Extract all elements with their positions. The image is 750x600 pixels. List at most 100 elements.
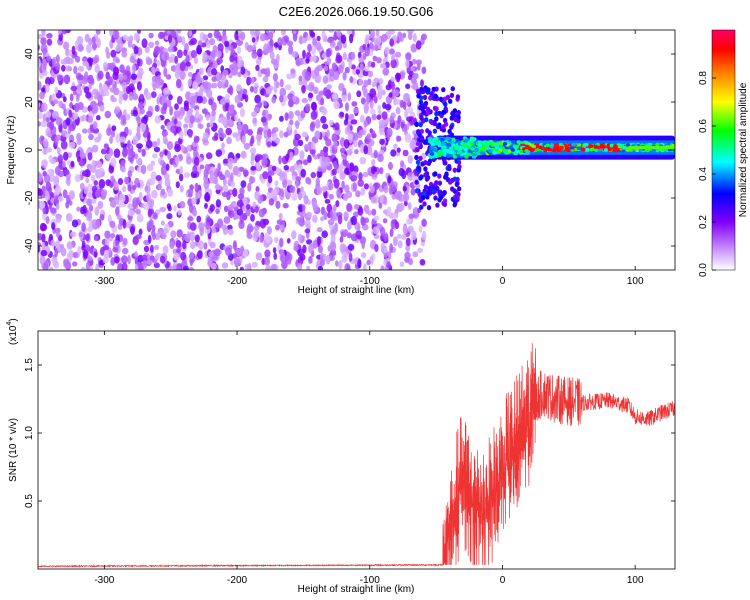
spectrogram-cell — [101, 189, 108, 197]
spectrogram-cell — [227, 208, 235, 219]
spectrogram-cell — [345, 102, 349, 112]
spectrogram-cell — [137, 67, 144, 77]
spectrogram-cell — [190, 37, 197, 45]
spectrogram-cell — [341, 94, 347, 103]
spectrogram-cell — [303, 195, 309, 205]
spectrogram-cell — [465, 142, 471, 146]
spectrogram-cell — [299, 253, 306, 261]
spectrogram-cell — [236, 200, 244, 208]
spectrogram-cell — [209, 204, 215, 212]
spectrogram-cell — [379, 138, 385, 145]
spectrogram-cell — [97, 70, 104, 80]
spectrogram-cell — [62, 160, 66, 168]
spectrogram-cell — [202, 75, 209, 81]
spectrogram-cell — [279, 171, 286, 178]
spectrogram-cell — [407, 106, 413, 115]
spectrogram-cell — [295, 120, 300, 130]
spectrogram-cell — [87, 76, 95, 85]
spectrogram-cell — [267, 115, 272, 121]
spectrogram-cell — [89, 246, 93, 254]
spectrogram-cell — [112, 247, 119, 253]
spectrogram-cell — [137, 262, 144, 270]
spectrogram-cell — [380, 242, 386, 250]
spectrogram-cell — [350, 119, 358, 125]
spectrogram-cell — [377, 153, 384, 163]
spectrogram-xtick-label: -100 — [360, 276, 380, 287]
spectrogram-cell — [329, 210, 334, 220]
spectrogram-cell — [223, 205, 229, 212]
spectrogram-cell — [322, 123, 329, 130]
spectrogram-cell — [38, 121, 42, 127]
spectrogram-cell — [202, 132, 209, 141]
spectrogram-cell — [268, 85, 274, 91]
spectrogram-cell — [329, 255, 335, 261]
spectrogram-cell — [105, 237, 110, 247]
spectrogram-cell — [159, 206, 166, 213]
spectrogram-cell — [283, 131, 289, 138]
spectrogram-cell — [357, 51, 362, 59]
spectrogram-cell — [100, 148, 107, 155]
spectrogram-cell — [437, 180, 443, 186]
spectrogram-cell — [339, 235, 344, 243]
spectrogram-cell — [178, 130, 184, 140]
spectrogram-cell — [42, 211, 47, 221]
spectrogram-cell — [38, 111, 43, 120]
spectrogram-cell — [61, 103, 66, 110]
spectrogram-cell — [190, 222, 197, 231]
spectrogram-cell — [349, 163, 355, 172]
spectrogram-cell — [301, 37, 307, 44]
spectrogram-cell — [251, 261, 258, 268]
spectrogram-cell — [457, 164, 462, 170]
spectrogram-cell — [236, 123, 244, 131]
spectrogram-cell — [360, 252, 367, 259]
spectrogram-cell — [384, 46, 390, 55]
spectrogram-cell — [418, 122, 423, 128]
spectrogram-cell — [545, 143, 550, 148]
spectrogram-cell — [381, 111, 388, 120]
spectrogram-cell — [167, 46, 174, 53]
spectrogram-cell — [346, 202, 353, 212]
spectrogram-cell — [55, 214, 62, 223]
spectrogram-cell — [258, 101, 263, 109]
spectrogram-cell — [432, 105, 438, 111]
spectrogram-cell — [262, 109, 266, 117]
spectrogram-cell — [40, 249, 48, 257]
spectrogram-cell — [56, 74, 63, 82]
spectrogram-cell — [68, 141, 76, 149]
spectrogram-cell — [230, 172, 234, 182]
spectrogram-cell — [206, 122, 211, 128]
spectrogram-cell — [378, 203, 383, 209]
spectrogram-cell — [383, 233, 389, 242]
spectrogram-cell — [229, 85, 234, 96]
spectrogram-cell — [392, 213, 399, 219]
spectrogram-cell — [384, 103, 392, 111]
spectrogram-cell — [647, 142, 652, 147]
spectrogram-cell — [179, 185, 184, 193]
spectrogram-cell — [391, 54, 395, 61]
spectrogram-cell — [352, 67, 357, 76]
spectrogram-cell — [127, 170, 133, 178]
spectrogram-cell — [94, 94, 99, 100]
spectrogram-cell — [220, 65, 225, 73]
spectrogram-cell — [308, 243, 314, 254]
spectrogram-cell — [262, 171, 269, 180]
spectrogram-cell — [370, 165, 376, 175]
spectrogram-cell — [386, 127, 393, 138]
snr-scale-base: (x10 — [8, 325, 19, 345]
spectrogram-cell — [273, 252, 278, 260]
spectrogram-cell — [187, 78, 192, 87]
spectrogram-cell — [310, 101, 317, 110]
spectrogram-cell — [388, 30, 395, 35]
spectrogram-cell — [151, 141, 158, 148]
spectrogram-cell — [169, 105, 174, 116]
spectrogram-cell — [323, 210, 328, 221]
spectrogram-cell — [389, 228, 394, 238]
spectrogram-cell — [402, 224, 408, 235]
spectrogram-cell — [253, 82, 259, 88]
spectrogram-cell — [502, 142, 508, 146]
spectrogram-cell — [98, 179, 106, 189]
spectrogram-cell — [52, 259, 58, 267]
spectrogram-cell — [254, 191, 259, 201]
spectrogram-cell — [225, 127, 232, 136]
spectrogram-cell — [45, 83, 50, 93]
